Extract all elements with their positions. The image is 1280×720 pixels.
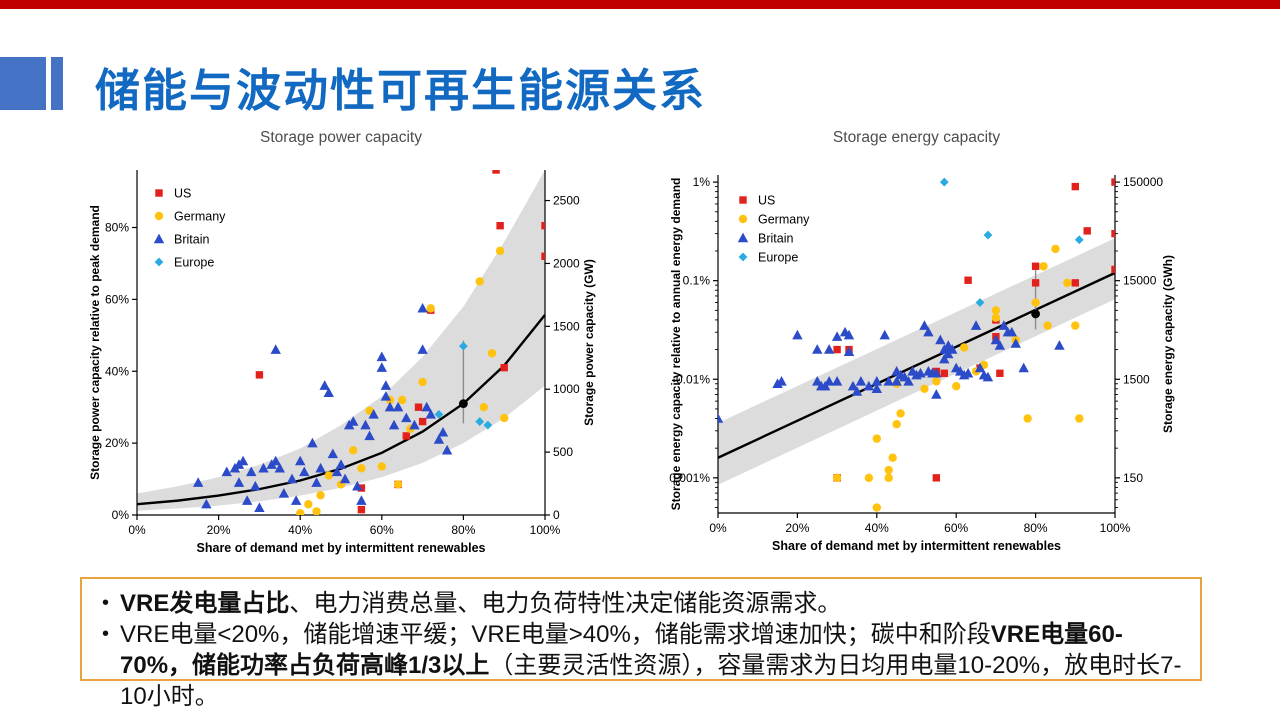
svg-text:100%: 100% bbox=[530, 523, 561, 537]
svg-text:60%: 60% bbox=[105, 292, 129, 306]
svg-text:150000: 150000 bbox=[1123, 175, 1163, 189]
top-accent-bar bbox=[0, 0, 1280, 9]
svg-text:Share of demand met by intermi: Share of demand met by intermittent rene… bbox=[197, 541, 486, 555]
svg-text:US: US bbox=[758, 194, 775, 208]
svg-text:US: US bbox=[174, 187, 191, 201]
summary-text-box: • VRE发电量占比、电力消费总量、电力负荷特性决定储能资源需求。 • VRE电… bbox=[80, 577, 1202, 710]
svg-text:20%: 20% bbox=[785, 521, 809, 535]
svg-text:0%: 0% bbox=[709, 521, 727, 535]
svg-text:20%: 20% bbox=[207, 523, 231, 537]
svg-text:Storage power capacity (GW): Storage power capacity (GW) bbox=[582, 259, 596, 426]
svg-text:80%: 80% bbox=[1024, 521, 1048, 535]
svg-text:0.1%: 0.1% bbox=[683, 274, 711, 288]
svg-text:0.001%: 0.001% bbox=[669, 471, 710, 485]
svg-text:1500: 1500 bbox=[553, 319, 580, 333]
svg-text:Storage energy capacity (GWh): Storage energy capacity (GWh) bbox=[1161, 255, 1175, 433]
svg-text:80%: 80% bbox=[105, 221, 129, 235]
svg-text:Britain: Britain bbox=[174, 233, 209, 247]
svg-text:Britain: Britain bbox=[758, 232, 793, 246]
svg-text:150: 150 bbox=[1123, 471, 1143, 485]
bullet-dot: • bbox=[102, 592, 110, 614]
svg-text:Storage power capacity relativ: Storage power capacity relative to peak … bbox=[88, 205, 102, 480]
slide-title: 储能与波动性可再生能源关系 bbox=[95, 65, 707, 116]
svg-text:100%: 100% bbox=[1100, 521, 1131, 535]
svg-text:Europe: Europe bbox=[758, 251, 798, 265]
bullet-item: • VRE发电量占比、电力消费总量、电力负荷特性决定储能资源需求。 bbox=[96, 588, 1186, 619]
svg-text:2500: 2500 bbox=[553, 194, 580, 208]
svg-text:0%: 0% bbox=[128, 523, 146, 537]
svg-text:Germany: Germany bbox=[174, 210, 226, 224]
svg-text:Europe: Europe bbox=[174, 256, 214, 270]
svg-text:15000: 15000 bbox=[1123, 274, 1157, 288]
svg-text:60%: 60% bbox=[370, 523, 394, 537]
title-accent-square bbox=[0, 57, 46, 110]
svg-text:40%: 40% bbox=[865, 521, 889, 535]
svg-text:40%: 40% bbox=[288, 523, 312, 537]
svg-text:0: 0 bbox=[553, 508, 560, 522]
svg-text:1000: 1000 bbox=[553, 382, 580, 396]
bullet-text: VRE电量<20%，储能增速平缓；VRE电量>40%，储能需求增速加快；碳中和阶… bbox=[120, 621, 1182, 710]
storage-power-capacity-chart: Storage power capacity 0% 20% 40% 60% 80% 100%… bbox=[88, 129, 596, 555]
svg-text:Share of demand met by intermi: Share of demand met by intermittent rene… bbox=[772, 539, 1061, 553]
svg-text:Storage energy capacity: Storage energy capacity bbox=[833, 129, 1000, 146]
svg-text:Germany: Germany bbox=[758, 213, 810, 227]
svg-text:Storage power capacity: Storage power capacity bbox=[260, 129, 422, 146]
svg-text:500: 500 bbox=[553, 445, 573, 459]
bullet-list: • VRE发电量占比、电力消费总量、电力负荷特性决定储能资源需求。 • VRE电… bbox=[96, 588, 1186, 712]
storage-energy-capacity-chart: Storage energy capacity 0% 20% 40% 60% 80% 100… bbox=[669, 129, 1175, 553]
svg-text:Storage energy capacity relati: Storage energy capacity relative to annu… bbox=[669, 178, 683, 511]
title-accent-bar bbox=[51, 57, 63, 110]
svg-text:1%: 1% bbox=[693, 175, 711, 189]
svg-text:60%: 60% bbox=[944, 521, 968, 535]
svg-text:1500: 1500 bbox=[1123, 372, 1150, 386]
bullet-text: VRE发电量占比、电力消费总量、电力负荷特性决定储能资源需求。 bbox=[120, 590, 842, 617]
svg-text:2000: 2000 bbox=[553, 256, 580, 270]
bullet-item: • VRE电量<20%，储能增速平缓；VRE电量>40%，储能需求增速加快；碳中… bbox=[96, 619, 1186, 712]
svg-text:20%: 20% bbox=[105, 436, 129, 450]
bullet-dot: • bbox=[102, 623, 110, 645]
svg-text:0%: 0% bbox=[112, 508, 130, 522]
svg-text:0.01%: 0.01% bbox=[676, 372, 710, 386]
svg-text:80%: 80% bbox=[451, 523, 475, 537]
svg-text:40%: 40% bbox=[105, 364, 129, 378]
